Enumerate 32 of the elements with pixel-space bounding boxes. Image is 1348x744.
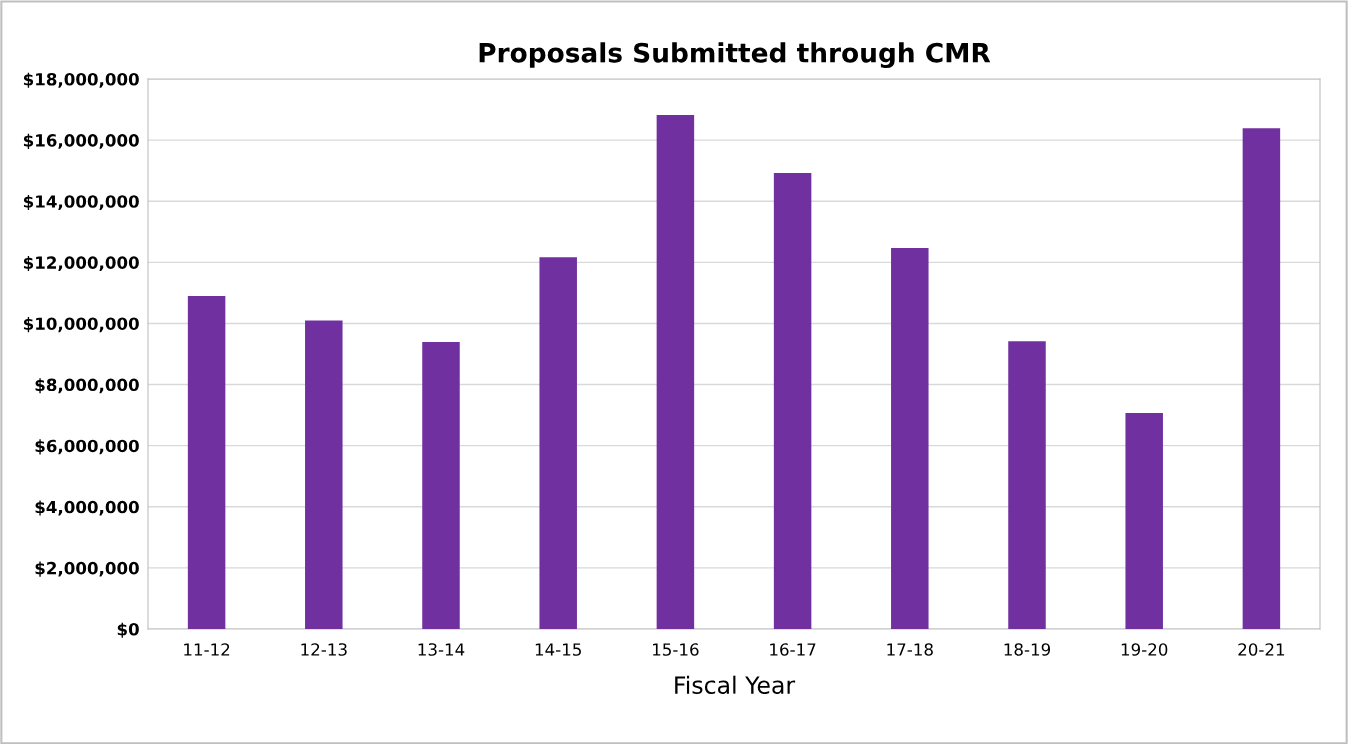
y-tick-label: $6,000,000 — [35, 439, 139, 455]
x-tick-label: 13-14 — [418, 643, 465, 656]
y-tick-label: $12,000,000 — [23, 256, 139, 272]
bar — [539, 257, 577, 629]
bar — [187, 295, 226, 629]
chart-title: Proposals Submitted through CMR — [479, 42, 991, 69]
x-tick-label: 20-21 — [1238, 643, 1285, 656]
x-tick-label: 16-17 — [770, 643, 816, 656]
bar — [773, 173, 812, 629]
x-tick-label: 14-15 — [535, 643, 581, 656]
x-tick-label: 15-16 — [653, 643, 699, 656]
x-tick-label: 18-19 — [1004, 643, 1051, 656]
x-tick-label: 11-12 — [184, 643, 230, 656]
y-tick-label: $0 — [117, 622, 139, 638]
x-tick-label: 19-20 — [1121, 643, 1168, 656]
bar — [422, 342, 460, 629]
bar — [1125, 412, 1163, 629]
x-tick-label: 17-18 — [887, 643, 933, 656]
y-tick-label: $18,000,000 — [23, 72, 139, 88]
y-tick-label: $4,000,000 — [35, 500, 139, 516]
bar — [1008, 341, 1046, 629]
bar — [656, 115, 695, 629]
y-tick-label: $16,000,000 — [23, 133, 139, 149]
bar — [1242, 128, 1281, 629]
bar — [305, 320, 343, 629]
y-tick-label: $10,000,000 — [23, 317, 139, 333]
y-tick-label: $2,000,000 — [35, 561, 139, 577]
x-axis-title: Fiscal Year — [675, 675, 796, 694]
bar — [891, 247, 929, 629]
y-tick-label: $14,000,000 — [23, 194, 139, 210]
x-tick-label: 12-13 — [301, 643, 347, 656]
y-tick-label: $8,000,000 — [35, 378, 139, 394]
